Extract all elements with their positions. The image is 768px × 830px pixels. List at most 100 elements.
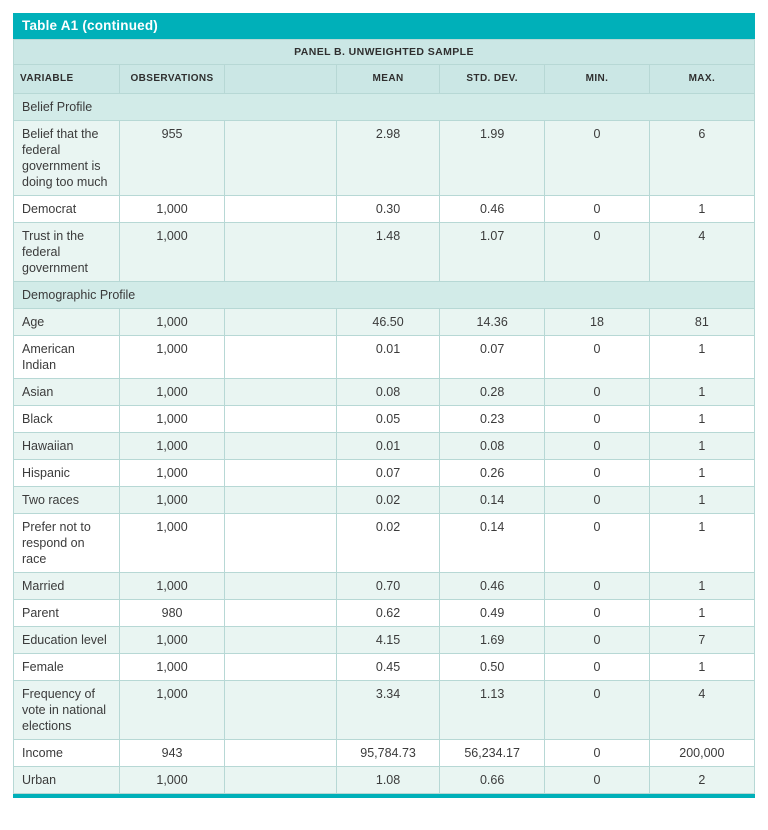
observations-cell: 1,000 xyxy=(118,626,226,654)
panel-header-row: PANEL B. UNWEIGHTED SAMPLE xyxy=(13,39,755,65)
spacer-cell xyxy=(224,486,338,514)
spacer-cell xyxy=(224,680,338,740)
observations-cell: 1,000 xyxy=(118,195,226,223)
min-cell: 0 xyxy=(544,739,650,767)
table-row: Prefer not to respond on race 1,000 0.02 0.… xyxy=(13,513,756,573)
mean-cell: 0.02 xyxy=(336,486,441,514)
max-cell: 6 xyxy=(648,120,756,196)
max-cell: 7 xyxy=(648,626,756,654)
spacer-cell xyxy=(224,739,338,767)
min-cell: 0 xyxy=(544,459,650,487)
max-cell: 4 xyxy=(648,680,756,740)
table-row: Female 1,000 0.45 0.50 0 1 xyxy=(13,653,756,681)
min-cell: 0 xyxy=(544,766,650,794)
stddev-cell: 14.36 xyxy=(439,308,546,336)
observations-cell: 1,000 xyxy=(118,766,226,794)
table-row: Democrat 1,000 0.30 0.46 0 1 xyxy=(13,195,756,223)
spacer-cell xyxy=(224,626,338,654)
stddev-cell: 0.07 xyxy=(439,335,546,379)
observations-cell: 980 xyxy=(118,599,226,627)
variable-cell: Belief that the federal government is do… xyxy=(13,120,120,196)
observations-cell: 1,000 xyxy=(118,572,226,600)
observations-cell: 1,000 xyxy=(118,513,226,573)
column-header-row: VARIABLE OBSERVATIONS MEAN STD. DEV. MIN. MAX… xyxy=(13,64,756,94)
table-row: Age 1,000 46.50 14.36 18 81 xyxy=(13,308,756,336)
min-cell: 18 xyxy=(544,308,650,336)
max-cell: 81 xyxy=(648,308,756,336)
max-cell: 1 xyxy=(648,599,756,627)
spacer-cell xyxy=(224,335,338,379)
stddev-cell: 0.46 xyxy=(439,572,546,600)
stddev-cell: 0.08 xyxy=(439,432,546,460)
mean-cell: 2.98 xyxy=(336,120,441,196)
table-row: Education level 1,000 4.15 1.69 0 7 xyxy=(13,626,756,654)
max-cell: 1 xyxy=(648,405,756,433)
min-cell: 0 xyxy=(544,599,650,627)
max-cell: 1 xyxy=(648,459,756,487)
observations-cell: 1,000 xyxy=(118,459,226,487)
mean-cell: 1.48 xyxy=(336,222,441,282)
table-row: Belief that the federal government is do… xyxy=(13,120,756,196)
mean-cell: 0.70 xyxy=(336,572,441,600)
stddev-cell: 0.66 xyxy=(439,766,546,794)
mean-cell: 0.02 xyxy=(336,513,441,573)
spacer-cell xyxy=(224,195,338,223)
variable-cell: Two races xyxy=(13,486,120,514)
table-row: Hispanic 1,000 0.07 0.26 0 1 xyxy=(13,459,756,487)
min-cell: 0 xyxy=(544,405,650,433)
column-header-mean: MEAN xyxy=(336,64,441,94)
table-row: Parent 980 0.62 0.49 0 1 xyxy=(13,599,756,627)
statistics-table: Table A1 (continued) PANEL B. UNWEIGHTED… xyxy=(13,13,756,798)
min-cell: 0 xyxy=(544,680,650,740)
observations-cell: 943 xyxy=(118,739,226,767)
variable-cell: Married xyxy=(13,572,120,600)
section-header-label: Belief Profile xyxy=(13,93,755,121)
stddev-cell: 0.49 xyxy=(439,599,546,627)
max-cell: 1 xyxy=(648,432,756,460)
max-cell: 1 xyxy=(648,195,756,223)
mean-cell: 0.01 xyxy=(336,432,441,460)
variable-cell: Age xyxy=(13,308,120,336)
variable-cell: Hispanic xyxy=(13,459,120,487)
observations-cell: 1,000 xyxy=(118,378,226,406)
variable-cell: Urban xyxy=(13,766,120,794)
table-row: Black 1,000 0.05 0.23 0 1 xyxy=(13,405,756,433)
mean-cell: 46.50 xyxy=(336,308,441,336)
mean-cell: 4.15 xyxy=(336,626,441,654)
min-cell: 0 xyxy=(544,513,650,573)
max-cell: 1 xyxy=(648,378,756,406)
table-row: Married 1,000 0.70 0.46 0 1 xyxy=(13,572,756,600)
section-header-label: Demographic Profile xyxy=(13,281,755,309)
min-cell: 0 xyxy=(544,653,650,681)
column-header-observations: OBSERVATIONS xyxy=(118,64,226,94)
mean-cell: 0.05 xyxy=(336,405,441,433)
summary-statistics-table: PANEL B. UNWEIGHTED SAMPLE VARIABLE OBSER… xyxy=(13,39,756,794)
spacer-cell xyxy=(224,222,338,282)
stddev-cell: 0.14 xyxy=(439,513,546,573)
min-cell: 0 xyxy=(544,195,650,223)
observations-cell: 1,000 xyxy=(118,653,226,681)
variable-cell: Asian xyxy=(13,378,120,406)
table-row: Income 943 95,784.73 56,234.17 0 200,000 xyxy=(13,739,756,767)
column-header-variable: VARIABLE xyxy=(13,64,120,94)
mean-cell: 3.34 xyxy=(336,680,441,740)
spacer-cell xyxy=(224,572,338,600)
min-cell: 0 xyxy=(544,335,650,379)
mean-cell: 0.07 xyxy=(336,459,441,487)
variable-cell: Trust in the federal government xyxy=(13,222,120,282)
stddev-cell: 1.13 xyxy=(439,680,546,740)
max-cell: 1 xyxy=(648,653,756,681)
section-header-row: Demographic Profile xyxy=(13,281,755,309)
column-header-spacer xyxy=(224,64,338,94)
variable-cell: Prefer not to respond on race xyxy=(13,513,120,573)
spacer-cell xyxy=(224,308,338,336)
stddev-cell: 0.26 xyxy=(439,459,546,487)
panel-label: PANEL B. UNWEIGHTED SAMPLE xyxy=(13,39,755,65)
observations-cell: 1,000 xyxy=(118,222,226,282)
observations-cell: 1,000 xyxy=(118,486,226,514)
table-row: Trust in the federal government 1,000 1.48… xyxy=(13,222,756,282)
mean-cell: 0.30 xyxy=(336,195,441,223)
observations-cell: 1,000 xyxy=(118,405,226,433)
variable-cell: Income xyxy=(13,739,120,767)
stddev-cell: 1.99 xyxy=(439,120,546,196)
